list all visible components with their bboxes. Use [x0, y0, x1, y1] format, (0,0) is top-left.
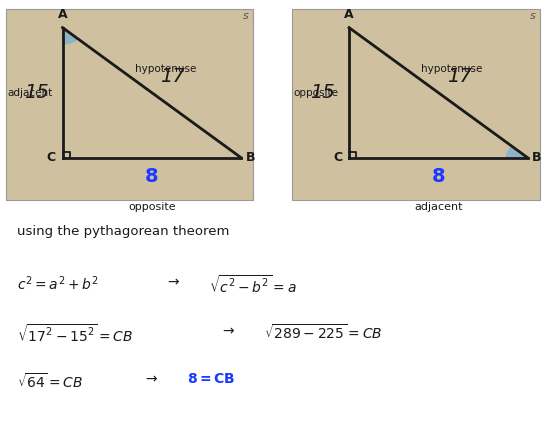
Text: adjacent: adjacent: [7, 88, 52, 98]
Text: using the pythagorean theorem: using the pythagorean theorem: [17, 225, 229, 238]
Text: opposite: opposite: [128, 202, 176, 212]
Text: C: C: [47, 151, 56, 164]
Text: $\rightarrow$: $\rightarrow$: [220, 323, 236, 337]
Text: 15: 15: [24, 83, 48, 102]
Text: $\rightarrow$: $\rightarrow$: [143, 372, 159, 386]
Text: hypotenuse: hypotenuse: [135, 63, 196, 74]
Text: B: B: [246, 151, 255, 164]
Text: 15: 15: [311, 83, 335, 102]
Text: opposite: opposite: [294, 88, 339, 98]
Text: C: C: [333, 151, 343, 164]
Text: $\mathbf{8=CB}$: $\mathbf{8=CB}$: [187, 372, 236, 386]
Text: $\sqrt{c^2-b^2}=a$: $\sqrt{c^2-b^2}=a$: [209, 274, 297, 296]
Text: $\rightarrow$: $\rightarrow$: [165, 274, 181, 288]
FancyBboxPatch shape: [292, 8, 540, 200]
FancyBboxPatch shape: [6, 8, 253, 200]
Text: hypotenuse: hypotenuse: [422, 63, 483, 74]
Text: $c^2=a^2+b^2$: $c^2=a^2+b^2$: [17, 274, 98, 293]
Text: A: A: [58, 8, 67, 21]
Text: $\sqrt{64}=CB$: $\sqrt{64}=CB$: [17, 372, 83, 391]
Polygon shape: [507, 147, 527, 158]
Text: 17: 17: [160, 67, 185, 86]
Text: $\sqrt{17^2-15^2}=CB$: $\sqrt{17^2-15^2}=CB$: [17, 323, 132, 345]
Text: 17: 17: [447, 67, 471, 86]
Text: adjacent: adjacent: [414, 202, 463, 212]
Text: A: A: [344, 8, 354, 21]
Polygon shape: [62, 28, 78, 44]
Text: 8: 8: [145, 167, 159, 186]
Text: s: s: [244, 11, 249, 21]
Text: B: B: [532, 151, 542, 164]
Text: $\sqrt{289-225}=CB$: $\sqrt{289-225}=CB$: [264, 323, 383, 342]
Text: 8: 8: [431, 167, 445, 186]
Text: s: s: [530, 11, 536, 21]
